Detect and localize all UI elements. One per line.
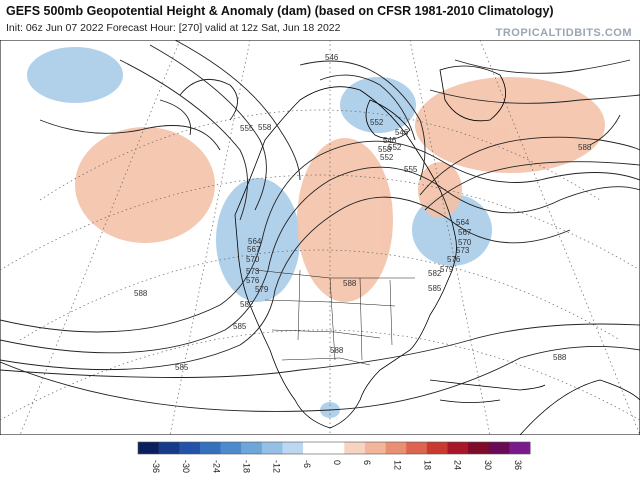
anomaly-atlantic <box>415 77 605 173</box>
colorbar-swatch <box>364 442 387 454</box>
contour-label: 564 <box>248 237 262 246</box>
colorbar-tick-label: -6 <box>302 460 312 468</box>
map-subtitle: Init: 06z Jun 07 2022 Forecast Hour: [27… <box>6 22 341 34</box>
contour-label: 546 <box>325 53 339 62</box>
contour-label: 579 <box>440 265 454 274</box>
contour-label: 546 <box>383 136 397 145</box>
colorbar-swatch <box>158 442 180 454</box>
colorbar-swatch <box>179 442 201 454</box>
contour-label: 573 <box>456 246 470 255</box>
contour-label: 567 <box>458 228 472 237</box>
colorbar-tick-label: -36 <box>151 460 161 473</box>
colorbar-swatch <box>138 442 160 454</box>
colorbar-tick-label: -24 <box>211 460 221 473</box>
colorbar-tick-label: 0 <box>332 460 342 465</box>
contour-label: 552 <box>380 153 394 162</box>
colorbar-tick-label: 30 <box>483 460 493 470</box>
anomaly-west-pacific <box>27 47 123 103</box>
colorbar-swatch <box>303 442 325 454</box>
colorbar-ticks: -36 -30 -24 -18 -12 -6 0 6 12 18 24 30 36 <box>151 460 523 473</box>
contour-label: 555 <box>404 165 418 174</box>
map-title: GEFS 500mb Geopotential Height & Anomaly… <box>6 4 554 18</box>
colorbar-swatch <box>282 442 304 454</box>
colorbar-tick-label: 6 <box>362 460 372 465</box>
contour-label: 588 <box>578 143 592 152</box>
colorbar-tick-label: -12 <box>272 460 282 473</box>
height-contours <box>0 40 640 412</box>
contour-label: 582 <box>428 269 442 278</box>
contour-label: 546 <box>395 128 409 137</box>
colorbar-swatch <box>344 442 366 454</box>
colorbar-swatch <box>488 442 510 454</box>
anomaly-pacific-nw <box>216 178 300 302</box>
colorbar-swatch <box>426 442 448 454</box>
coastlines <box>234 65 640 435</box>
contour-label: 555 <box>240 124 254 133</box>
colorbar-tick-label: 24 <box>453 460 463 470</box>
contour-value-labels: 555 558 546 552 546 552 555 558 552 546 … <box>134 53 592 372</box>
contour-label: 576 <box>246 276 260 285</box>
positive-anomaly-areas <box>75 77 605 302</box>
contour-label: 570 <box>246 255 260 264</box>
colorbar-tick-label: 18 <box>423 460 433 470</box>
colorbar-swatch <box>406 442 428 454</box>
contour-label: 558 <box>378 145 392 154</box>
colorbar-swatch <box>323 442 345 454</box>
colorbar-tick-label: 12 <box>392 460 402 470</box>
colorbar-tick-label: -30 <box>181 460 191 473</box>
contour-label: 588 <box>134 289 148 298</box>
lat-lon-grid <box>0 40 640 435</box>
contour-label: 588 <box>330 346 344 355</box>
colorbar-swatch <box>241 442 263 454</box>
colorbar-frame <box>137 441 531 455</box>
contour-label: 579 <box>255 285 269 294</box>
colorbar-tick-label: -18 <box>242 460 252 473</box>
contour-label: 558 <box>258 123 272 132</box>
colorbar-swatch <box>468 442 490 454</box>
contour-label: 582 <box>240 300 254 309</box>
anomaly-ne-pacific <box>75 127 215 243</box>
brand-watermark[interactable]: TROPICALTIDBITS.COM <box>495 27 632 39</box>
anomaly-map: 555 558 546 552 546 552 555 558 552 546 … <box>0 40 640 435</box>
colorbar-tick-label: 36 <box>513 460 523 470</box>
contour-label: 570 <box>458 238 472 247</box>
colorbar-swatches <box>137 441 531 455</box>
contour-label: 576 <box>447 255 461 264</box>
colorbar-swatch <box>261 442 283 454</box>
contour-label: 564 <box>456 218 470 227</box>
colorbar-swatch <box>199 442 222 454</box>
contour-label: 588 <box>343 279 357 288</box>
contour-label: 585 <box>175 363 189 372</box>
anomaly-baffin <box>340 77 416 133</box>
contour-label: 585 <box>428 284 442 293</box>
contour-label: 552 <box>388 143 402 152</box>
anomaly-canada <box>297 138 393 302</box>
colorbar-swatch <box>447 442 469 454</box>
colorbar-swatch <box>385 442 407 454</box>
contour-label: 573 <box>246 267 260 276</box>
contour-label: 585 <box>233 322 247 331</box>
contour-label: 552 <box>370 118 384 127</box>
colorbar-swatch <box>509 442 531 454</box>
colorbar: -36 -30 -24 -18 -12 -6 0 6 12 18 24 30 36 <box>137 441 531 473</box>
contour-label: 588 <box>553 353 567 362</box>
contour-label: 567 <box>247 245 261 254</box>
colorbar-swatch <box>220 442 242 454</box>
